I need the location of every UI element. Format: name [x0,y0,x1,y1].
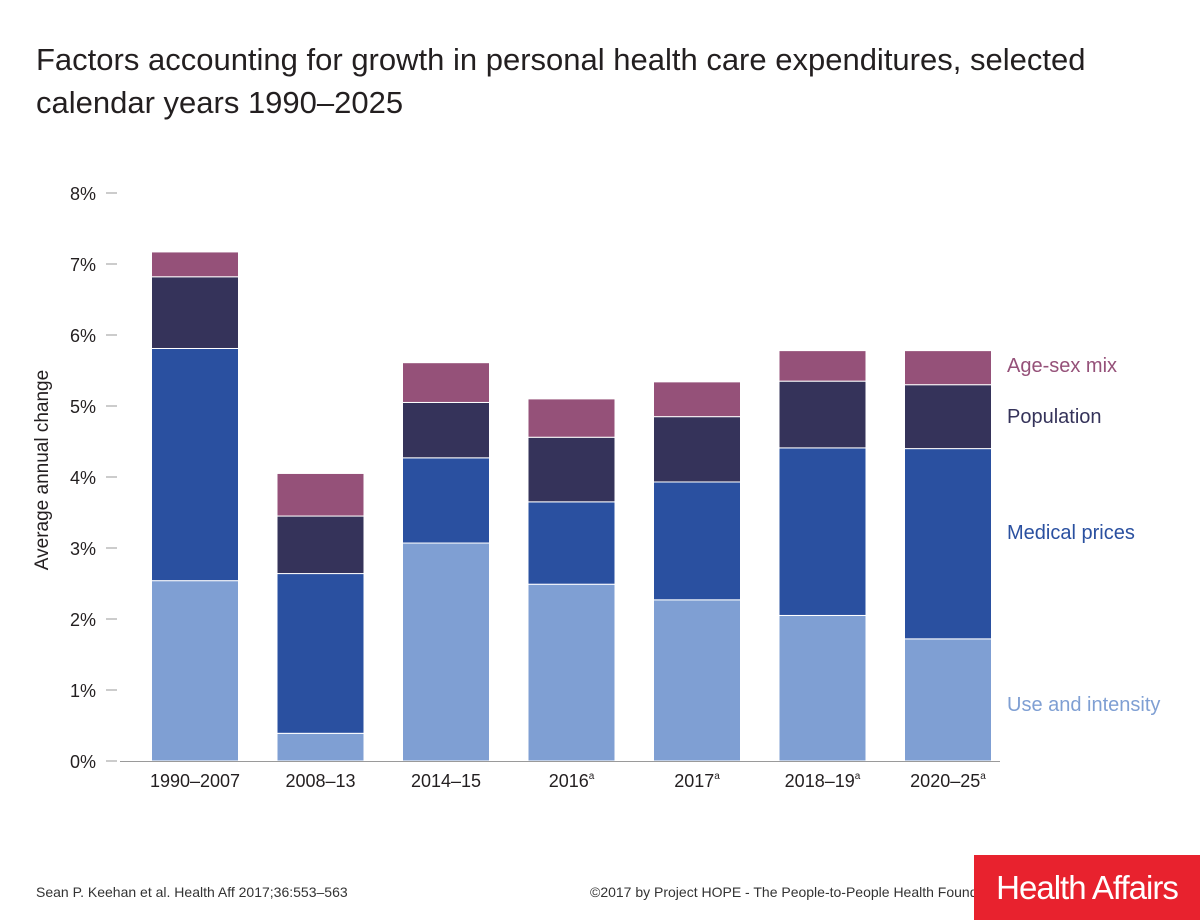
y-tick-label: 5% [70,397,96,417]
bar-segment [653,481,741,601]
bar-segment [276,732,365,762]
legend-item: Age-sex mix [1007,355,1117,377]
bar-segment [653,416,741,483]
y-tick-label: 0% [70,752,96,772]
y-tick-label: 1% [70,681,96,701]
bar-segment [527,436,616,503]
legend: Use and intensity Medical prices Populatio… [1007,355,1160,716]
bar-segment [904,448,992,640]
bar-segment [276,573,365,734]
bar-segment [778,614,867,762]
bar-segment [276,515,365,575]
bars [151,251,992,762]
bar-segment [527,583,616,762]
x-tick-label: 2008–13 [285,771,355,791]
citation: Sean P. Keehan et al. Health Aff 2017;36… [36,884,348,900]
bar-segment [402,542,490,762]
legend-item: Population [1007,406,1102,428]
bar-segment [151,251,239,278]
bar-segment [402,401,490,459]
y-axis: 0% 1% 2% 3% 4% 5% 6% 7% 8% [70,184,117,772]
bar-segment [151,347,239,582]
y-tick-label: 2% [70,610,96,630]
y-tick-label: 3% [70,539,96,559]
x-tick-label: 2017a [674,771,720,791]
bar-segment [778,447,867,616]
bar-segment [402,457,490,544]
x-tick-label: 2020–25a [910,771,986,791]
bar-segment [527,501,616,585]
y-tick-label: 4% [70,468,96,488]
bar-segment [151,580,239,762]
bar-segment [904,384,992,450]
y-tick-label: 6% [70,326,96,346]
bar-segment [527,398,616,438]
bar-segment [276,472,365,517]
copyright: ©2017 by Project HOPE - The People-to-Pe… [590,884,1039,900]
x-tick-label: 1990–2007 [150,771,240,791]
x-tick-label: 2018–19a [785,771,861,791]
bar-segment [778,350,867,382]
health-affairs-logo[interactable]: Health Affairs [974,855,1200,920]
bar-segment [653,381,741,418]
legend-item: Medical prices [1007,522,1135,544]
bar-segment [402,362,490,403]
bar-segment [904,638,992,762]
chart-title: Factors accounting for growth in persona… [36,42,1086,120]
bar-segment [151,276,239,349]
y-axis-label: Average annual change [32,370,53,570]
y-tick-label: 8% [70,184,96,204]
y-tick-label: 7% [70,255,96,275]
legend-item: Use and intensity [1007,694,1160,716]
bar-segment [653,599,741,762]
x-tick-label: 2014–15 [411,771,481,791]
x-tick-label: 2016a [549,771,595,791]
bar-segment [778,380,867,449]
x-axis: 1990–2007 2008–13 2014–15 2016a 2017a 2018–19… [120,761,1000,791]
bar-segment [904,350,992,386]
chart: 0% 1% 2% 3% 4% 5% 6% 7% 8% 1990–2007 2008–13 2014–… [32,184,1160,791]
